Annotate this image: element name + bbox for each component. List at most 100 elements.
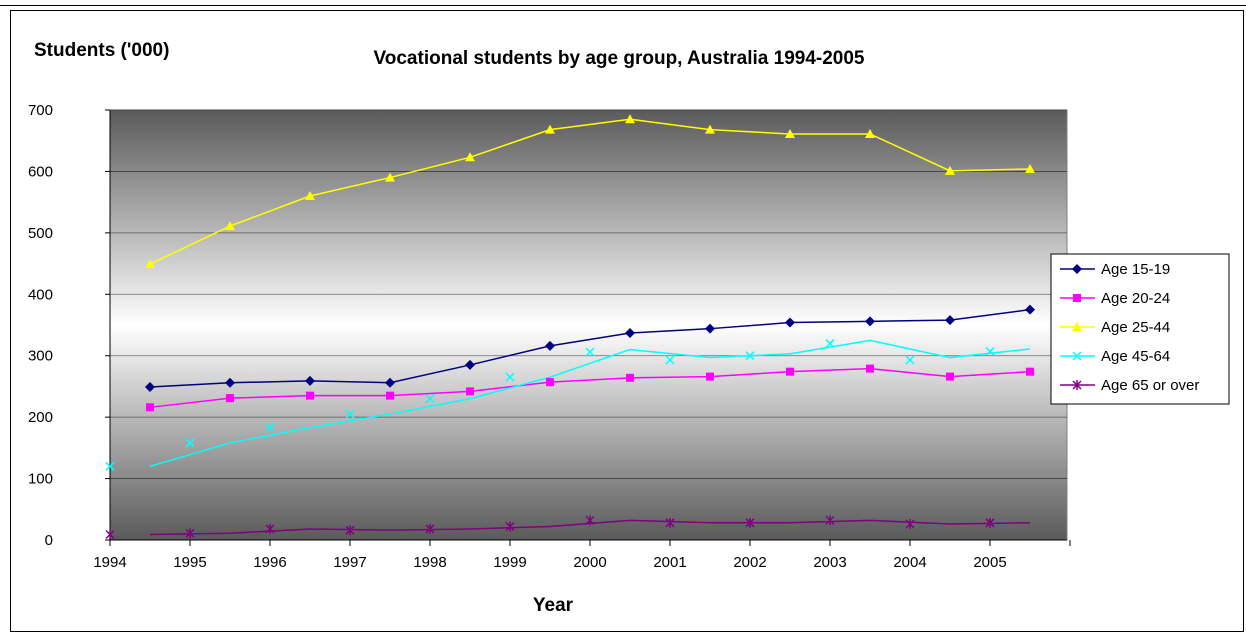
x-tick-label-1996: 1996 [253,554,286,571]
legend: Age 15-19 Age 20-24 Age 25-44 Age 45-64 Age … [1050,253,1230,405]
point-age-15-19-2000 [625,327,635,338]
point-age-45-64-1995 [185,438,195,448]
y-tick-label-0: 0 [45,532,53,549]
series-line-age-25-44 [149,118,1031,265]
legend-label-age-65-or-over: Age 65 or over [1101,377,1199,394]
series-line-age-15-19 [149,308,1031,388]
point-age-45-64-1996 [265,423,275,433]
y-axis-label: Students ('000) [34,40,169,61]
point-age-65-or-over-2000 [585,515,595,526]
point-age-45-64-2005 [985,346,995,356]
point-age-25-44-2005 [1025,163,1035,173]
point-age-20-24-1995 [226,394,234,403]
legend-label-age-15-19: Age 15-19 [1101,261,1170,278]
series-markers [105,114,1035,540]
legend-marker-age-25-44 [1072,322,1082,331]
point-age-45-64-2004 [905,355,915,365]
point-age-65-or-over-1997 [345,525,355,536]
point-age-45-64-2000 [585,347,595,357]
y-tick-label-600: 600 [28,163,53,180]
point-age-45-64-1994 [105,461,115,471]
top-border-line [0,0,1246,6]
series-line-age-20-24 [149,367,1031,409]
point-age-25-44-2002 [785,128,795,138]
point-age-20-24-1997 [386,391,394,400]
point-age-45-64-1994-b [105,461,115,471]
point-age-45-64-1998 [425,394,435,404]
chart-title: Vocational students by age group, Austra… [374,48,865,69]
y-tick-label-700: 700 [28,102,53,119]
legend-label-age-20-24: Age 20-24 [1101,290,1170,307]
point-age-45-64-2003-b [825,338,835,348]
x-tick-label-2000: 2000 [573,554,606,571]
point-age-25-44-1999 [545,124,555,134]
x-tick-label-2004: 2004 [893,554,926,571]
legend-marker-age-45-64 [1072,351,1082,361]
point-age-25-44-1997 [385,172,395,182]
point-age-15-19-2002 [785,317,795,328]
point-age-25-44-1998 [465,152,475,162]
point-age-65-or-over-1996 [265,523,275,534]
point-age-45-64-1996-b [265,423,275,433]
point-age-65-or-over-1995 [185,528,195,539]
y-tick-label-200: 200 [28,409,53,426]
legend-label-age-45-64: Age 45-64 [1101,348,1170,365]
point-age-65-or-over-2004 [905,519,915,530]
point-age-45-64-1995-b [185,438,195,448]
point-age-45-64-1997 [345,409,355,419]
point-age-15-19-1997 [385,377,395,388]
legend-marker-age-15-19 [1072,264,1082,274]
y-tick-labels: 0 100 200 300 400 500 600 700 [28,102,53,549]
x-tick-label-2002: 2002 [733,554,766,571]
x-tick-label-2005: 2005 [973,554,1006,571]
point-age-45-64-2003 [825,338,835,348]
point-age-20-24-1994 [146,403,154,412]
legend-label-age-25-44: Age 25-44 [1101,319,1170,336]
point-age-20-24-2001 [706,372,714,381]
point-age-45-64-2002-b [745,351,755,361]
point-age-20-24-1996 [306,391,314,400]
x-tick-label-2003: 2003 [813,554,846,571]
y-tick-label-400: 400 [28,286,53,303]
point-age-20-24-2004 [946,372,954,381]
series-line-age-45-64 [149,339,1031,468]
x-tick-label-2001: 2001 [653,554,686,571]
point-age-15-19-1994 [145,382,155,393]
x-tick-labels: 1994 1995 1996 1997 1998 1999 2000 2001 2002 2003… [93,554,1006,571]
point-age-25-44-1994 [145,259,155,269]
point-age-20-24-2005 [1026,367,1034,376]
point-age-25-44-1995 [225,221,235,231]
point-age-45-64-2001 [665,355,675,365]
gridlines [110,109,1067,479]
point-age-15-19-2003 [865,316,875,327]
point-age-20-24-2003 [866,364,874,373]
x-tick-label-1999: 1999 [493,554,526,571]
y-tick-label-500: 500 [28,225,53,242]
point-age-15-19-1996 [305,375,315,386]
y-tick-label-100: 100 [28,471,53,488]
x-axis-label: Year [533,595,574,616]
legend-marker-age-20-24 [1073,294,1081,302]
point-age-25-44-2000 [625,114,635,124]
point-age-65-or-over-2001 [665,517,675,528]
point-age-65-or-over-2005 [985,517,995,528]
point-age-20-24-1999 [546,378,554,387]
point-age-45-64-2001-b [665,355,675,365]
point-age-15-19-2001 [705,323,715,334]
point-age-25-44-1996 [305,191,315,200]
point-age-45-64-2000-b [585,347,595,357]
x-tick-label-1998: 1998 [413,554,446,571]
point-age-45-64-1997-b [345,409,355,419]
x-tick-label-1997: 1997 [333,554,366,571]
axes [105,109,1071,546]
y-tick-label-300: 300 [28,348,53,365]
point-age-15-19-2004 [945,315,955,326]
point-age-15-19-1999 [545,340,555,351]
point-age-25-44-2004 [945,165,955,175]
point-age-65-or-over-1994 [105,529,115,540]
point-age-45-64-1999-b [505,372,515,382]
plot-area [109,109,1068,541]
point-age-15-19-2005 [1025,304,1035,315]
point-age-65-or-over-1999 [505,521,515,532]
